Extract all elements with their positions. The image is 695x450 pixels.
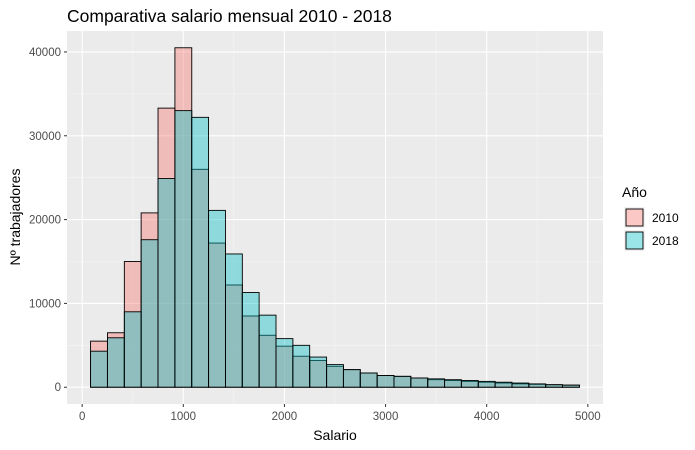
bar-2018-2 [123, 311, 142, 388]
bar-2018-10 [258, 314, 277, 388]
bar-2018-3 [140, 239, 159, 388]
bar-2018-18 [393, 375, 412, 388]
x-axis: 0 1000 2000 3000 4000 5000 [79, 404, 601, 423]
bar-2018-15 [342, 369, 361, 388]
y-tick-label: 20000 [29, 215, 61, 227]
series-2018 [90, 110, 580, 388]
legend: Año 2010 2018 [622, 184, 679, 251]
y-tick-label: 10000 [29, 298, 61, 310]
bar-2018-25 [511, 382, 530, 388]
x-axis-title: Salario [313, 427, 357, 443]
bar-2018-27 [545, 384, 563, 388]
bar-2018-22 [460, 380, 479, 388]
bar-2018-21 [444, 379, 462, 388]
bar-2018-11 [275, 338, 294, 388]
y-axis: 0 10000 20000 30000 40000 [29, 47, 67, 394]
bar-2018-5 [174, 110, 193, 388]
y-axis-title: Nº trabajadores [7, 169, 23, 266]
bar-2018-9 [241, 292, 260, 388]
legend-swatch-2010 [625, 208, 644, 227]
legend-title: Año [622, 184, 647, 200]
bar-2018-4 [157, 178, 176, 388]
bar-2018-17 [376, 375, 395, 388]
x-tick-label: 5000 [575, 411, 601, 423]
bar-2018-1 [107, 337, 125, 388]
grid-lines [67, 31, 603, 404]
x-tick-label: 1000 [171, 411, 197, 423]
bar-2018-20 [427, 378, 446, 388]
bar-2018-7 [208, 209, 226, 388]
x-tick-label: 0 [79, 411, 85, 423]
bar-2018-16 [359, 372, 378, 388]
y-tick-label: 40000 [29, 47, 61, 59]
bar-2018-26 [528, 383, 547, 388]
legend-label-2018: 2018 [652, 234, 679, 248]
legend-swatch-2018 [625, 231, 644, 250]
bar-2018-13 [309, 356, 328, 388]
bar-2018-6 [191, 116, 210, 388]
bar-2018-0 [90, 350, 108, 388]
histogram-bars [90, 47, 580, 388]
bar-2018-24 [494, 381, 513, 388]
legend-label-2010: 2010 [652, 211, 679, 225]
x-tick-label: 3000 [373, 411, 399, 423]
bar-2018-14 [326, 364, 344, 388]
y-tick-label: 30000 [29, 131, 61, 143]
bar-2018-12 [292, 344, 311, 388]
bar-2018-19 [410, 377, 429, 388]
x-tick-label: 2000 [272, 411, 298, 423]
bar-2018-8 [225, 253, 243, 388]
y-tick-label: 0 [55, 382, 61, 394]
bar-2018-28 [562, 384, 580, 388]
x-tick-label: 4000 [474, 411, 500, 423]
bar-2018-23 [477, 380, 496, 388]
chart-title: Comparativa salario mensual 2010 - 2018 [67, 6, 392, 26]
